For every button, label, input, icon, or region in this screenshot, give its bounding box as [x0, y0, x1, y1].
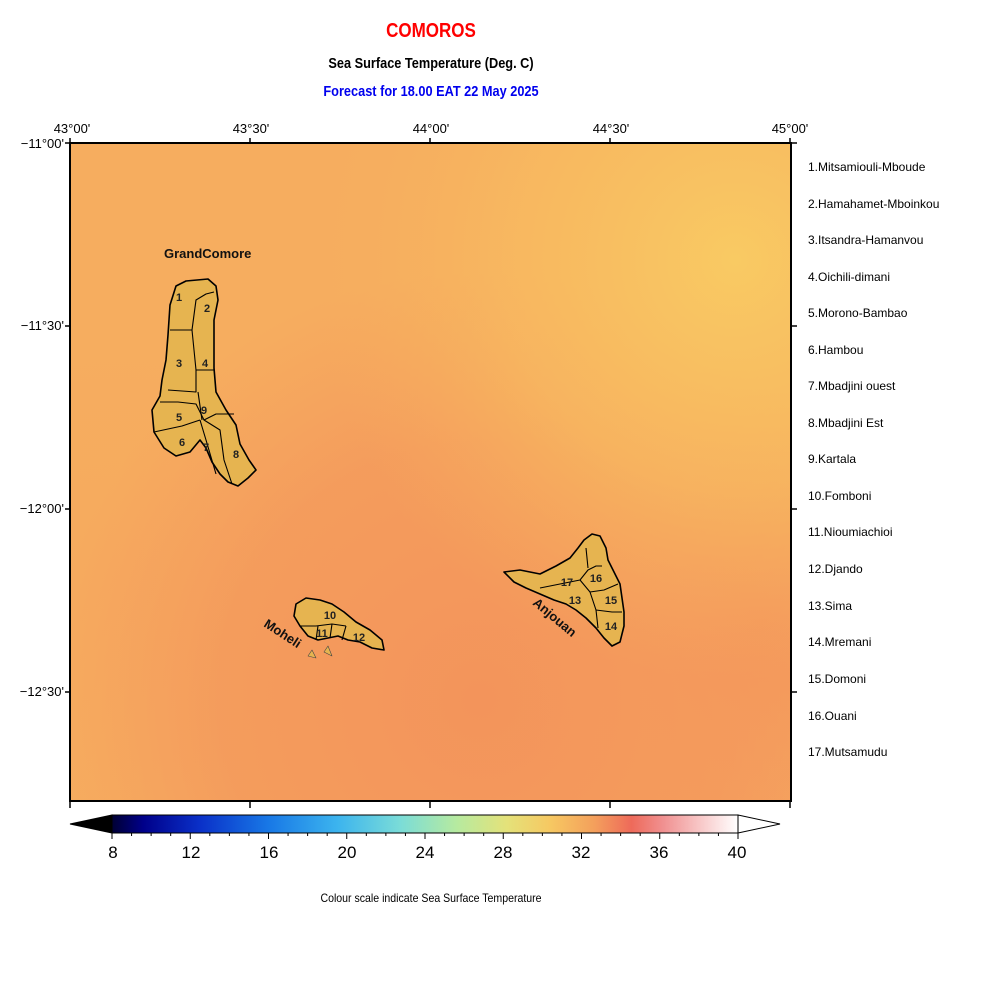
lat-label: −11°00'	[21, 136, 64, 151]
colorbar-high-arrow	[737, 814, 781, 834]
lon-label: 45°00'	[772, 121, 809, 136]
sst-field	[70, 143, 791, 801]
lon-label: 43°30'	[233, 121, 270, 136]
legend-item: 3.Itsandra-Hamanvou	[808, 233, 923, 247]
colorbar-tick-label: 36	[650, 843, 669, 862]
region-number: 9	[201, 405, 207, 417]
legend-item: 4.Oichili-dimani	[808, 270, 890, 284]
colorbar	[69, 814, 781, 839]
region-number: 16	[590, 573, 602, 585]
region-number: 14	[605, 621, 618, 633]
legend-item: 2.Hamahamet-Mboinkou	[808, 197, 939, 211]
lat-label: −12°00'	[20, 501, 64, 516]
legend-item: 9.Kartala	[808, 452, 856, 466]
lat-label: −12°30'	[20, 684, 64, 699]
region-number: 15	[605, 595, 617, 607]
legend-item: 8.Mbadjini Est	[808, 416, 884, 430]
legend-item: 7.Mbadjini ouest	[808, 379, 896, 393]
colorbar-tick-label: 32	[572, 843, 591, 862]
region-number: 12	[353, 632, 365, 644]
legend-item: 17.Mutsamudu	[808, 745, 887, 759]
region-number: 17	[561, 577, 573, 589]
map-subtitle: Sea Surface Temperature (Deg. C)	[328, 55, 534, 72]
region-number: 11	[316, 628, 328, 640]
lat-label: −11°30'	[21, 318, 64, 333]
colorbar-tick-label: 40	[728, 843, 747, 862]
legend-item: 16.Ouani	[808, 709, 857, 723]
region-number: 4	[202, 358, 209, 370]
axis-ticks	[65, 138, 797, 808]
legend-item: 11.Nioumiachioi	[808, 525, 893, 539]
region-number: 1	[176, 292, 182, 304]
map-title: COMOROS	[386, 20, 476, 42]
region-number: 8	[233, 449, 239, 461]
colorbar-tick-label: 24	[416, 843, 435, 862]
region-number: 7	[203, 442, 209, 454]
colorbar-tick-label: 16	[260, 843, 279, 862]
region-number: 5	[176, 412, 182, 424]
lon-label: 44°00'	[413, 121, 450, 136]
colorbar-tick-label: 20	[338, 843, 357, 862]
legend-item: 5.Morono-Bambao	[808, 306, 908, 320]
region-number: 10	[324, 610, 336, 622]
legend-item: 10.Fomboni	[808, 489, 871, 503]
colorbar-tick-label: 12	[182, 843, 201, 862]
region-number: 2	[204, 303, 210, 315]
lon-label: 44°30'	[593, 121, 630, 136]
region-number: 3	[176, 358, 182, 370]
legend-item: 1.Mitsamiouli-Mboude	[808, 160, 926, 174]
island-anjouan	[503, 533, 625, 647]
region-number: 13	[569, 595, 581, 607]
island-grand-comore	[151, 278, 257, 487]
legend-item: 14.Mremani	[808, 635, 871, 649]
legend-item: 12.Djando	[808, 562, 863, 576]
colorbar-tick-label: 8	[108, 843, 117, 862]
island-label-grand-comore: GrandComore	[164, 246, 251, 261]
colorbar-low-arrow	[69, 814, 113, 834]
legend-item: 6.Hambou	[808, 343, 863, 357]
colorbar-gradient	[111, 814, 739, 834]
colorbar-caption: Colour scale indicate Sea Surface Temper…	[320, 891, 542, 905]
island-moheli	[293, 597, 385, 659]
colorbar-tick-label: 28	[494, 843, 513, 862]
forecast-time: Forecast for 18.00 EAT 22 May 2025	[323, 83, 539, 100]
legend-item: 15.Domoni	[808, 672, 866, 686]
lon-label: 43°00'	[54, 121, 91, 136]
legend-item: 13.Sima	[808, 599, 852, 613]
region-number: 6	[179, 437, 185, 449]
